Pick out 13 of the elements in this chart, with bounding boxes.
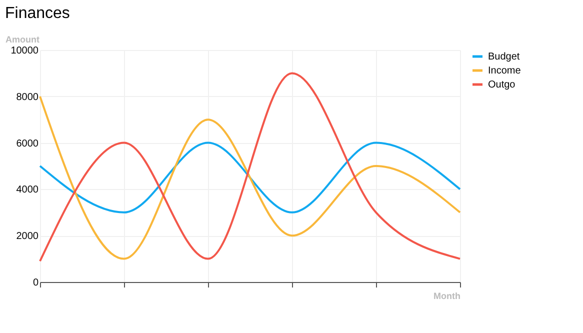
legend-label: Outgo bbox=[488, 80, 516, 90]
y-axis-title: Amount bbox=[6, 34, 40, 44]
y-tick-label: 8000 bbox=[16, 92, 39, 103]
y-tick-label: 4000 bbox=[16, 184, 39, 196]
y-tick-label: 2000 bbox=[16, 231, 39, 242]
y-tick-label: 0 bbox=[32, 278, 39, 288]
x-axis-title: Month bbox=[434, 291, 460, 301]
legend-label: Income bbox=[488, 66, 522, 76]
legend-label: Budget bbox=[488, 52, 520, 62]
y-tick-label: 10000 bbox=[10, 46, 39, 56]
line-series bbox=[39, 142, 461, 214]
chart-title: Finances bbox=[5, 5, 70, 22]
y-tick-label: 6000 bbox=[16, 138, 39, 150]
